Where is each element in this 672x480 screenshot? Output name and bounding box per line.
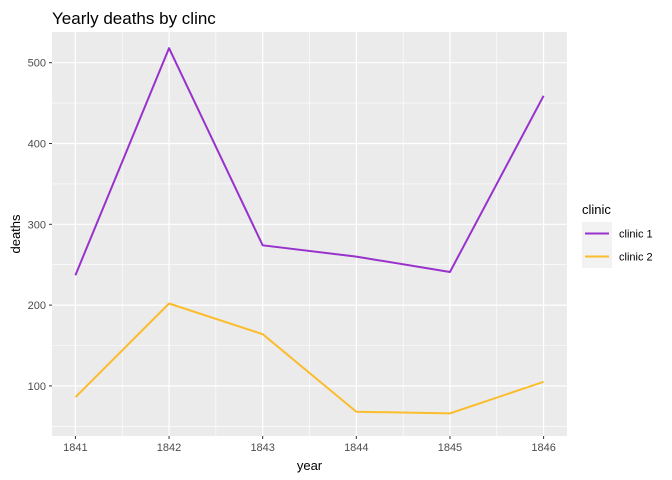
x-tick-label: 1843 xyxy=(250,442,274,454)
series-lines xyxy=(74,47,545,415)
legend-label: clinic 2 xyxy=(619,252,653,264)
minor-gridlines xyxy=(52,32,567,436)
y-tick-label: 200 xyxy=(28,300,46,312)
x-tick-label: 1846 xyxy=(531,442,555,454)
x-axis-title: year xyxy=(297,458,323,473)
legend-label: clinic 1 xyxy=(619,229,653,241)
legend-title: clinic xyxy=(582,202,611,217)
x-tick-label: 1844 xyxy=(344,442,368,454)
legend: clinic clinic 1 clinic 2 xyxy=(582,202,653,268)
chart-title: Yearly deaths by clinc xyxy=(52,9,216,28)
y-axis: 100 200 300 400 500 xyxy=(28,58,52,393)
y-axis-title: deaths xyxy=(8,214,23,254)
x-axis: 1841 1842 1843 1844 1845 1846 xyxy=(63,436,556,454)
x-tick-label: 1845 xyxy=(438,442,462,454)
series-line-2 xyxy=(74,302,544,415)
x-tick-label: 1841 xyxy=(63,442,87,454)
y-tick-label: 400 xyxy=(28,139,46,151)
y-tick-label: 100 xyxy=(28,381,46,393)
major-gridlines xyxy=(52,32,567,436)
x-tick-label: 1842 xyxy=(157,442,181,454)
series-line-1 xyxy=(74,47,545,276)
y-tick-label: 500 xyxy=(28,58,46,70)
y-tick-label: 300 xyxy=(28,219,46,231)
